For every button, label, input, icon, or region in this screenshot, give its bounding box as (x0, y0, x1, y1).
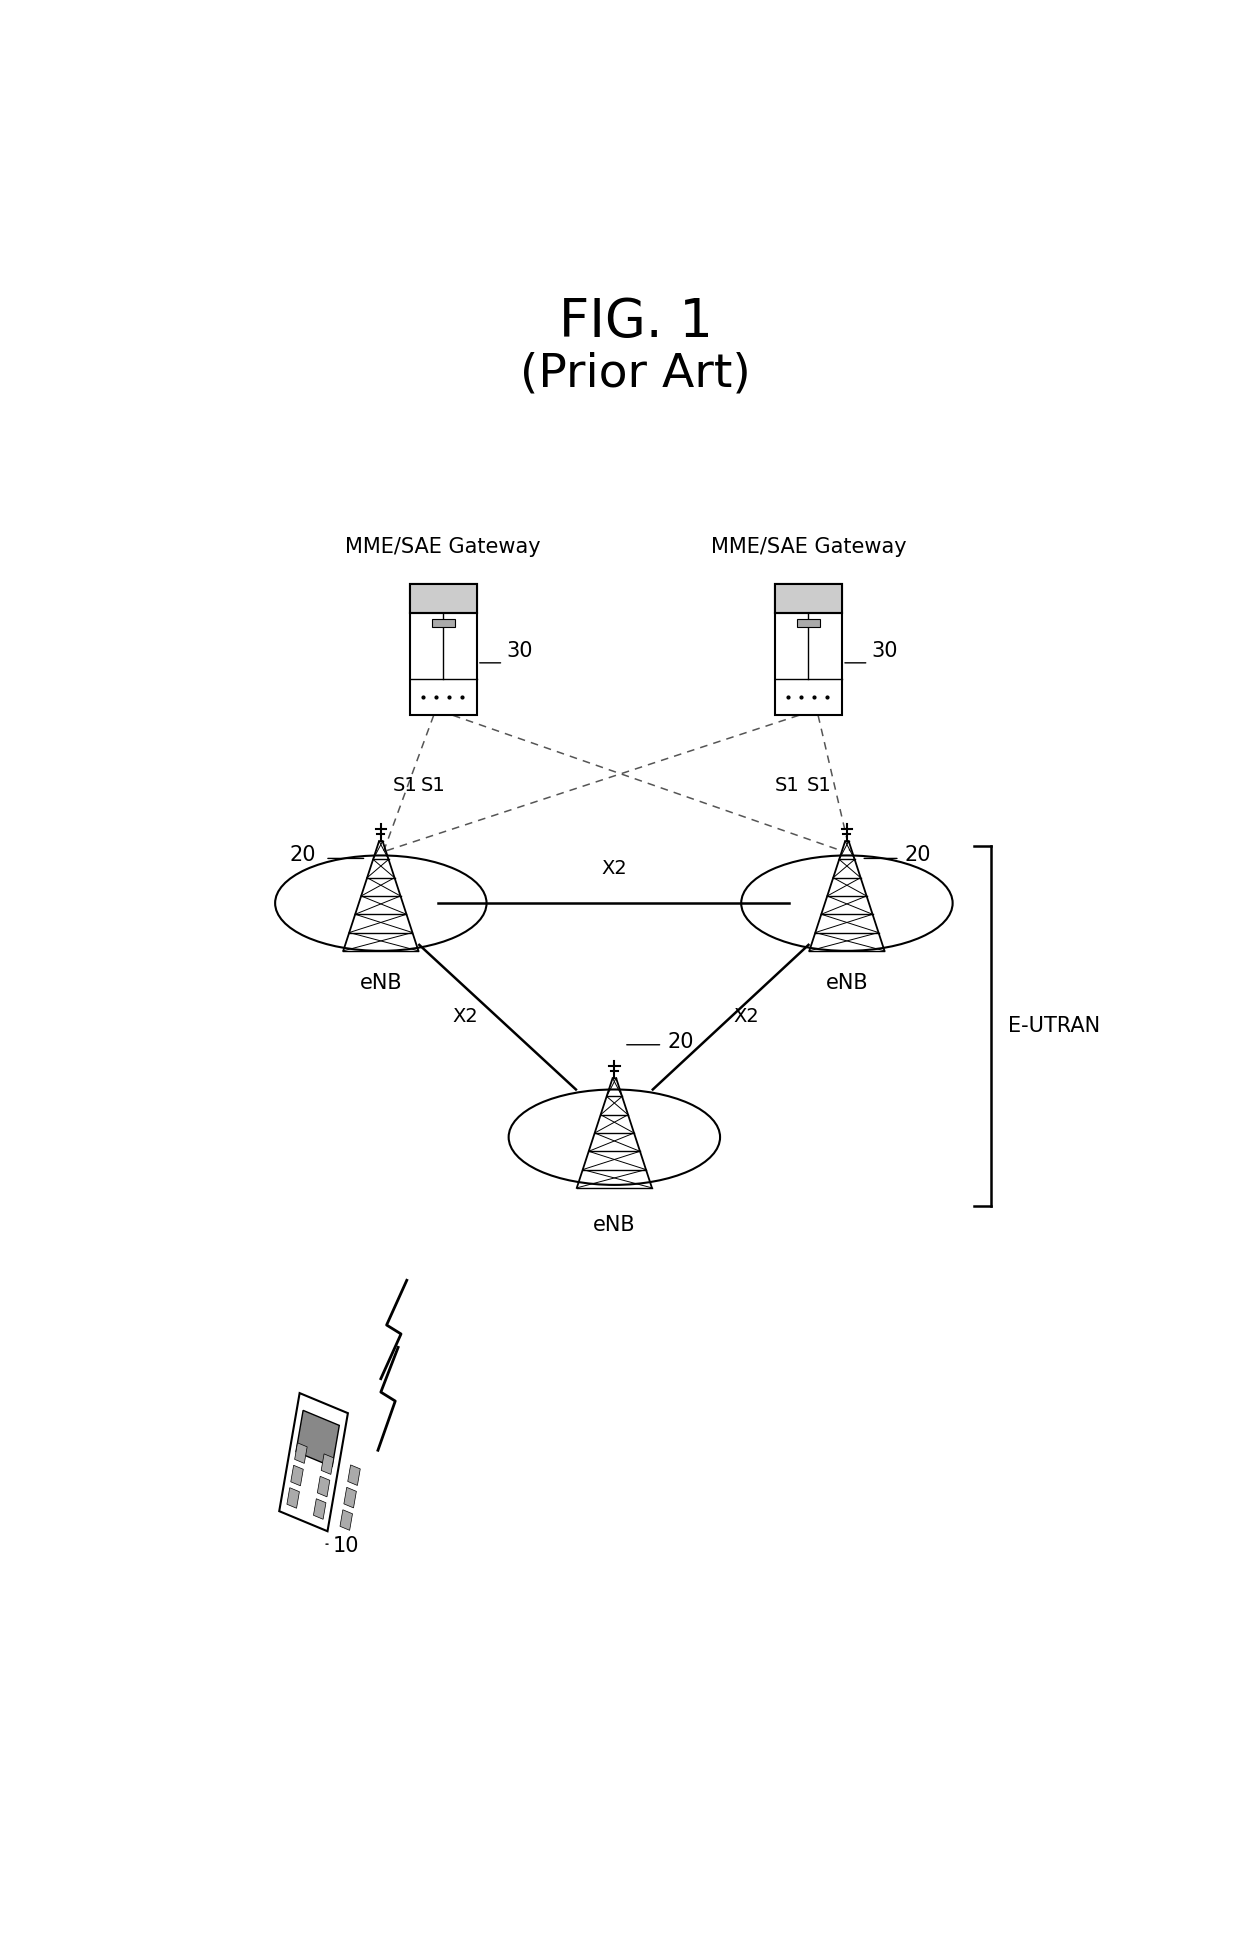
Text: X2: X2 (601, 860, 626, 877)
Text: FIG. 1: FIG. 1 (558, 296, 713, 348)
Bar (797, 620, 820, 627)
Text: 30: 30 (506, 641, 532, 660)
Bar (775, 585, 842, 614)
Text: S1: S1 (806, 776, 831, 796)
Text: S1: S1 (775, 776, 800, 796)
Text: X2: X2 (453, 1007, 479, 1026)
Polygon shape (279, 1394, 348, 1531)
Polygon shape (347, 1466, 361, 1485)
Text: S1: S1 (422, 776, 446, 796)
Text: eNB: eNB (826, 974, 868, 993)
Text: MME/SAE Gateway: MME/SAE Gateway (346, 538, 541, 558)
Text: 30: 30 (872, 641, 898, 660)
Polygon shape (290, 1466, 304, 1485)
Text: 10: 10 (332, 1535, 360, 1557)
Polygon shape (286, 1487, 299, 1508)
Text: (Prior Art): (Prior Art) (520, 352, 751, 397)
Polygon shape (296, 1409, 340, 1467)
Text: eNB: eNB (593, 1214, 636, 1235)
Text: eNB: eNB (360, 974, 402, 993)
Text: 20: 20 (905, 846, 931, 865)
Polygon shape (343, 1487, 356, 1508)
Bar (432, 620, 455, 627)
Text: MME/SAE Gateway: MME/SAE Gateway (711, 538, 906, 558)
Bar (409, 585, 477, 614)
Ellipse shape (275, 856, 486, 951)
Text: X2: X2 (734, 1007, 759, 1026)
Text: E-UTRAN: E-UTRAN (1008, 1016, 1100, 1036)
Polygon shape (317, 1477, 330, 1497)
Text: 20: 20 (667, 1032, 693, 1051)
Polygon shape (321, 1454, 334, 1475)
Polygon shape (295, 1442, 308, 1464)
Polygon shape (340, 1510, 352, 1529)
Polygon shape (314, 1498, 326, 1520)
Text: S1: S1 (392, 776, 417, 796)
Ellipse shape (508, 1090, 720, 1185)
Ellipse shape (742, 856, 952, 951)
Text: 20: 20 (289, 846, 316, 865)
Bar (775, 585, 842, 714)
Bar (409, 585, 477, 714)
